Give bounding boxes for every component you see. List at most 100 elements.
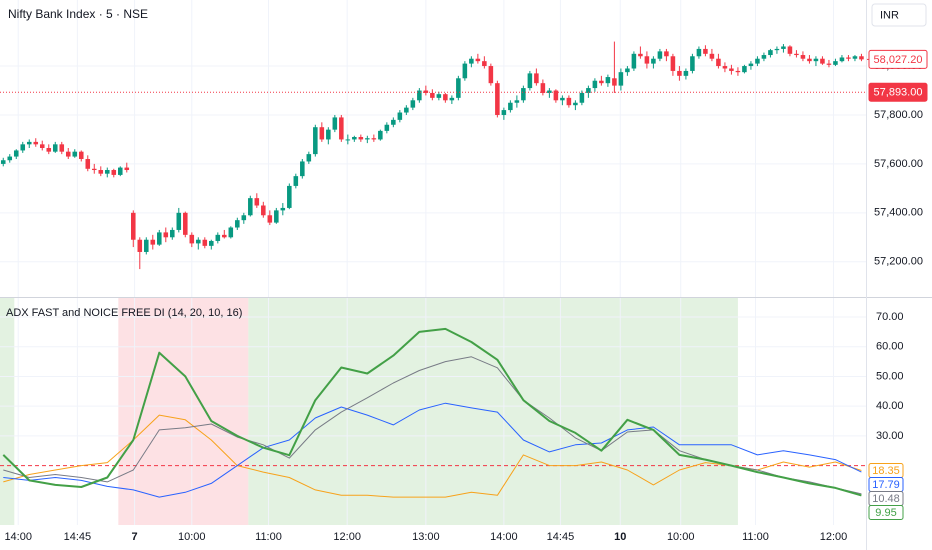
candle-body (326, 129, 331, 140)
candle-body (274, 210, 279, 223)
candle-body (131, 212, 136, 240)
candle-body (501, 110, 507, 115)
candle-body (482, 61, 487, 67)
candle-body (638, 53, 643, 57)
candle-body (787, 46, 793, 54)
candle-body (703, 48, 708, 54)
candle-body (456, 78, 461, 98)
x-tick-label: 14:45 (64, 531, 92, 543)
candle-body (287, 185, 292, 208)
y-tick-label: 57,400.00 (874, 207, 923, 219)
x-tick-label: 14:45 (547, 531, 575, 543)
candle-body (248, 198, 253, 216)
x-tick-label: 14:00 (490, 531, 518, 543)
candle-body (300, 161, 305, 177)
last-value-box (868, 504, 904, 520)
candle-body (157, 232, 162, 245)
candle-body (59, 144, 65, 152)
candle-body (820, 58, 825, 64)
candle-body (345, 139, 351, 141)
x-tick-label: 11:00 (742, 531, 769, 543)
y-tick-label: 57,200.00 (874, 256, 923, 268)
candle-body (781, 46, 786, 49)
candle-body (677, 70, 682, 76)
y-tick-label: 40.00 (876, 400, 904, 412)
candle-body (742, 66, 747, 73)
currency[interactable]: INR (880, 9, 899, 21)
candle-body (215, 234, 221, 241)
candle-body (443, 94, 448, 101)
candle-body (111, 170, 117, 175)
candle-body (553, 90, 559, 101)
candle-body (26, 141, 32, 145)
candle-body (423, 90, 429, 93)
candle-body (228, 227, 234, 238)
candle-body (540, 83, 546, 93)
candle-body (768, 50, 773, 56)
x-tick-label: 10:00 (178, 531, 206, 543)
last-value-label: 10.48 (872, 493, 900, 505)
candle-body (332, 117, 338, 130)
candle-body (586, 88, 591, 93)
candle-body (313, 127, 318, 155)
y-tick-label: 57,800.00 (874, 109, 923, 121)
x-tick-label: 7 (132, 531, 138, 543)
candle-body (774, 48, 780, 51)
candle-body (176, 212, 182, 230)
candle-body (573, 102, 578, 106)
candle-body (358, 136, 364, 140)
candle-body (293, 176, 299, 186)
ref-price-label: 57,893.00 (874, 87, 923, 99)
candle-body (846, 57, 851, 59)
candle-body (612, 78, 617, 86)
candle-body (91, 168, 97, 171)
signal-region (118, 298, 249, 525)
candle-body (592, 80, 598, 89)
candle-body (365, 138, 370, 140)
candle-body (475, 58, 481, 62)
candle-body (651, 58, 656, 64)
candle-body (508, 102, 513, 111)
indicator-line (3, 402, 862, 498)
candle-body (560, 97, 565, 101)
candle-body (404, 107, 409, 113)
candle-body (579, 92, 585, 103)
candle-body (534, 73, 539, 84)
last-price-label-box (868, 49, 928, 69)
backgrounds (0, 298, 738, 525)
candle-body (319, 127, 325, 140)
last-value-label: 18.35 (872, 465, 900, 477)
candle-body (72, 151, 78, 157)
candle-body (137, 239, 143, 252)
candle-body (254, 198, 260, 206)
indicator-line (3, 414, 862, 498)
candle-body (163, 232, 169, 238)
candle-body (436, 94, 442, 98)
x-tick-label: 11:00 (255, 531, 282, 543)
candle-body (65, 151, 71, 157)
candle-body (748, 63, 754, 67)
candle-body (39, 144, 45, 148)
y-tick-label: 60.00 (876, 341, 904, 353)
candle-body (371, 138, 377, 140)
candle-body (196, 239, 201, 244)
candle-body (566, 97, 572, 106)
candle-body (449, 97, 455, 101)
currency-box[interactable] (871, 3, 927, 27)
candle-body (495, 83, 500, 115)
candle-body (267, 215, 273, 223)
candle-body (280, 207, 286, 211)
candle-body (729, 68, 734, 71)
candle-body (735, 70, 741, 73)
candle-body (794, 53, 799, 56)
candle-body (306, 154, 312, 162)
candle-body (716, 58, 721, 67)
candle-body (839, 57, 845, 62)
candle-body (98, 170, 104, 174)
y-tick-label: 70.00 (876, 311, 904, 323)
indicator-line (2, 327, 862, 497)
candle-body (7, 156, 13, 161)
candle-body (696, 48, 702, 57)
candle-body (625, 68, 630, 73)
